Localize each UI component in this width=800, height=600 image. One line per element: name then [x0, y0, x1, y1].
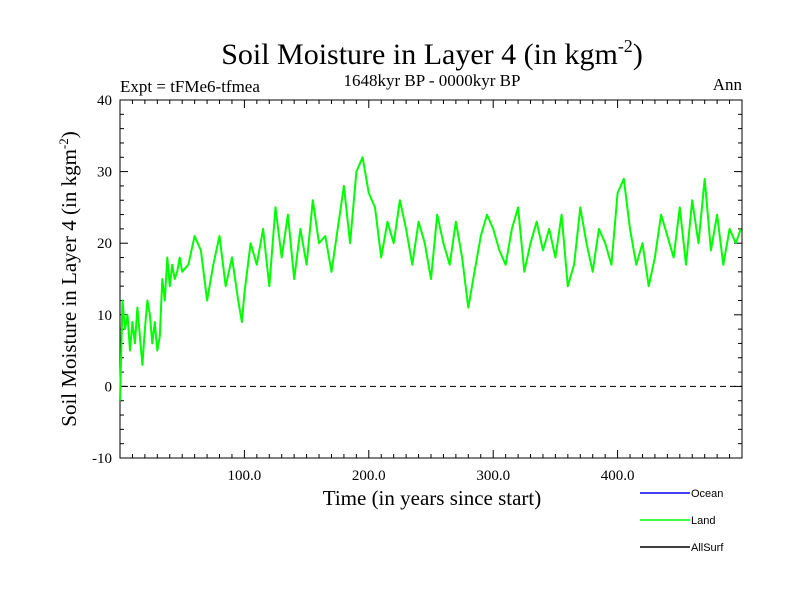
- y-axis-label-main: Soil Moisture in Layer 4 (in kgm: [57, 149, 81, 427]
- y-axis-label: Soil Moisture in Layer 4 (in kgm-2): [56, 131, 81, 426]
- x-tick-label: 300.0: [476, 468, 510, 484]
- x-tick-label: 400.0: [601, 468, 635, 484]
- legend-label-allsurf: AllSurf: [691, 542, 724, 554]
- legend-label-land: Land: [691, 515, 715, 527]
- x-axis: 100.0 200.0 300.0 400.0: [131, 100, 731, 484]
- y-tick-label: 40: [97, 93, 112, 109]
- plot-area: -10 0 10 20 30 40 100.0 200.0 300.0 400.0: [92, 93, 743, 484]
- x-tick-label: 200.0: [352, 468, 386, 484]
- y-axis-label-close: ): [57, 131, 81, 138]
- y-tick-label: 10: [97, 308, 112, 324]
- series-line-land: [119, 156, 742, 401]
- chart-title-close: ): [633, 38, 643, 71]
- chart-title-sup: -2: [618, 36, 633, 56]
- y-tick-label: -10: [92, 451, 112, 467]
- subtitle-right: Ann: [713, 75, 743, 94]
- y-tick-label: 20: [97, 236, 112, 252]
- x-axis-label: Time (in years since start): [323, 486, 542, 510]
- x-tick-label: 100.0: [228, 468, 262, 484]
- y-tick-label: 0: [105, 379, 113, 395]
- chart-title: Soil Moisture in Layer 4 (in kgm-2): [221, 36, 643, 71]
- legend: Ocean Land AllSurf: [640, 488, 724, 554]
- chart-title-main: Soil Moisture in Layer 4 (in kgm: [221, 38, 618, 71]
- subtitle-left: Expt = tFMe6-tfmea: [120, 77, 260, 96]
- y-axis: -10 0 10 20 30 40: [92, 93, 742, 467]
- legend-label-ocean: Ocean: [691, 488, 723, 500]
- y-axis-label-sup: -2: [56, 138, 71, 149]
- y-tick-label: 30: [97, 165, 112, 181]
- subtitle-center: 1648kyr BP - 0000kyr BP: [344, 71, 521, 90]
